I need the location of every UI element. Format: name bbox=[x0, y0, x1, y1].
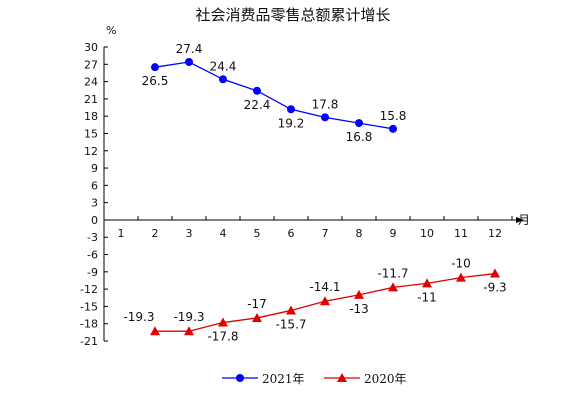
data-point bbox=[184, 326, 194, 336]
data-point bbox=[150, 326, 160, 336]
legend-marker-circle bbox=[236, 374, 244, 382]
legend-label: 2020年 bbox=[364, 372, 407, 386]
y-tick-label: 24 bbox=[84, 76, 98, 89]
x-tick-label: 12 bbox=[488, 227, 502, 240]
y-tick-label: 12 bbox=[84, 145, 98, 158]
data-point bbox=[185, 57, 193, 66]
data-point bbox=[389, 124, 397, 133]
data-point bbox=[355, 119, 363, 128]
x-tick-label: 2 bbox=[152, 227, 159, 240]
x-tick-label: 4 bbox=[220, 227, 227, 240]
data-point bbox=[218, 317, 228, 327]
y-tick-label: 21 bbox=[84, 93, 98, 106]
y-tick-label: -6 bbox=[87, 249, 98, 262]
data-label: -14.1 bbox=[309, 280, 340, 294]
x-tick-label: 3 bbox=[186, 227, 193, 240]
y-tick-label: 30 bbox=[84, 41, 98, 54]
y-tick-label: 27 bbox=[84, 58, 98, 71]
data-label: -13 bbox=[349, 302, 369, 316]
x-tick-label: 11 bbox=[454, 227, 468, 240]
data-label: -11.7 bbox=[377, 266, 408, 280]
data-label: 24.4 bbox=[210, 59, 237, 73]
x-tick-label: 6 bbox=[288, 227, 295, 240]
x-tick-label: 8 bbox=[356, 227, 363, 240]
data-label: 17.8 bbox=[312, 97, 339, 111]
data-label: -9.3 bbox=[483, 281, 506, 295]
data-label: -19.3 bbox=[173, 310, 204, 324]
data-point bbox=[151, 63, 159, 72]
data-point bbox=[321, 113, 329, 122]
y-tick-label: 6 bbox=[91, 179, 98, 192]
data-point bbox=[422, 278, 432, 288]
data-label: -10 bbox=[451, 257, 471, 271]
data-point bbox=[354, 289, 364, 299]
data-point bbox=[490, 268, 500, 278]
y-tick-label: -15 bbox=[80, 300, 98, 313]
y-tick-label: -9 bbox=[87, 266, 98, 279]
y-axis-unit-label: % bbox=[106, 24, 116, 37]
data-label: 16.8 bbox=[346, 130, 373, 144]
data-label: -19.3 bbox=[123, 310, 154, 324]
data-label: 22.4 bbox=[244, 98, 271, 112]
data-label: 19.2 bbox=[278, 116, 305, 130]
data-label: -11 bbox=[417, 290, 437, 304]
data-point bbox=[286, 305, 296, 315]
data-label: -17.8 bbox=[207, 330, 238, 344]
x-tick-label: 1 bbox=[118, 227, 125, 240]
series-line-0 bbox=[154, 61, 394, 130]
data-point bbox=[456, 272, 466, 282]
y-tick-label: 18 bbox=[84, 110, 98, 123]
y-tick-label: 0 bbox=[91, 214, 98, 227]
x-axis-unit-label: 月 bbox=[518, 213, 530, 227]
y-tick-label: -18 bbox=[80, 318, 98, 331]
data-label: 26.5 bbox=[142, 74, 169, 88]
data-point bbox=[252, 312, 262, 322]
y-tick-label: 15 bbox=[84, 127, 98, 140]
y-tick-label: -3 bbox=[87, 231, 98, 244]
data-point bbox=[388, 282, 398, 292]
data-label: -17 bbox=[247, 297, 267, 311]
y-tick-label: -21 bbox=[80, 335, 98, 348]
x-tick-label: 9 bbox=[390, 227, 397, 240]
data-point bbox=[219, 75, 227, 84]
x-axis-arrow bbox=[516, 216, 524, 223]
x-tick-label: 7 bbox=[322, 227, 329, 240]
x-tick-label: 5 bbox=[254, 227, 261, 240]
data-label: 15.8 bbox=[380, 109, 407, 123]
y-tick-label: 9 bbox=[91, 162, 98, 175]
data-point bbox=[320, 296, 330, 306]
chart-title: 社会消费品零售总额累计增长 bbox=[195, 6, 391, 24]
legend-label: 2021年 bbox=[262, 372, 305, 386]
data-point bbox=[287, 105, 295, 114]
legend-marker-triangle bbox=[337, 373, 347, 382]
x-tick-label: 10 bbox=[420, 227, 434, 240]
data-point bbox=[253, 86, 261, 95]
y-tick-label: 3 bbox=[91, 197, 98, 210]
y-tick-label: -12 bbox=[80, 283, 98, 296]
data-label: 27.4 bbox=[176, 42, 203, 56]
data-label: -15.7 bbox=[275, 317, 306, 331]
